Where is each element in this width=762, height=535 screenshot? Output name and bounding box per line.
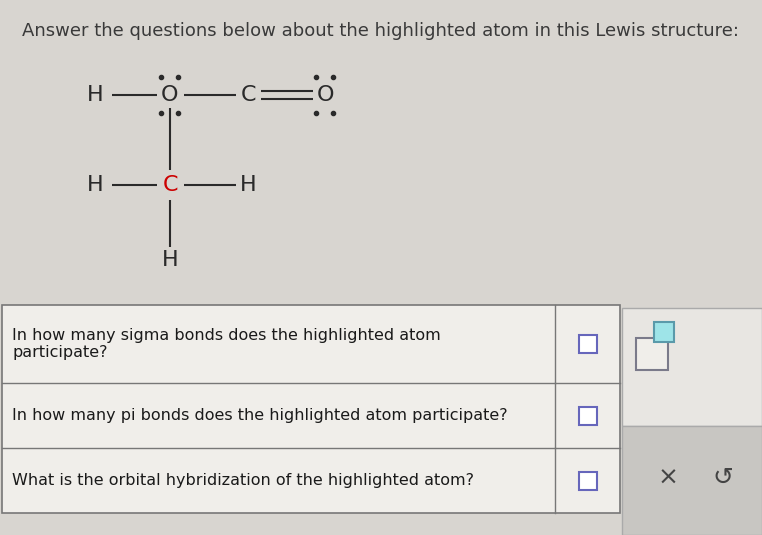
Bar <box>636 338 668 370</box>
Text: ×: × <box>658 466 679 490</box>
Text: H: H <box>240 175 256 195</box>
Text: ↺: ↺ <box>712 466 733 490</box>
Text: O: O <box>316 85 334 105</box>
Bar <box>578 471 597 490</box>
Text: C: C <box>162 175 178 195</box>
Text: H: H <box>87 85 104 105</box>
Bar <box>578 335 597 353</box>
Bar <box>2 305 620 513</box>
Text: H: H <box>87 175 104 195</box>
Bar <box>622 308 762 426</box>
Text: H: H <box>162 250 178 270</box>
Text: Answer the questions below about the highlighted atom in this Lewis structure:: Answer the questions below about the hig… <box>23 22 739 40</box>
Bar <box>578 407 597 424</box>
Text: What is the orbital hybridization of the highlighted atom?: What is the orbital hybridization of the… <box>12 473 474 488</box>
Text: C: C <box>240 85 256 105</box>
Bar <box>622 426 762 535</box>
Text: In how many sigma bonds does the highlighted atom
participate?: In how many sigma bonds does the highlig… <box>12 328 440 360</box>
Text: In how many pi bonds does the highlighted atom participate?: In how many pi bonds does the highlighte… <box>12 408 507 423</box>
Text: O: O <box>162 85 179 105</box>
Bar <box>654 322 674 342</box>
